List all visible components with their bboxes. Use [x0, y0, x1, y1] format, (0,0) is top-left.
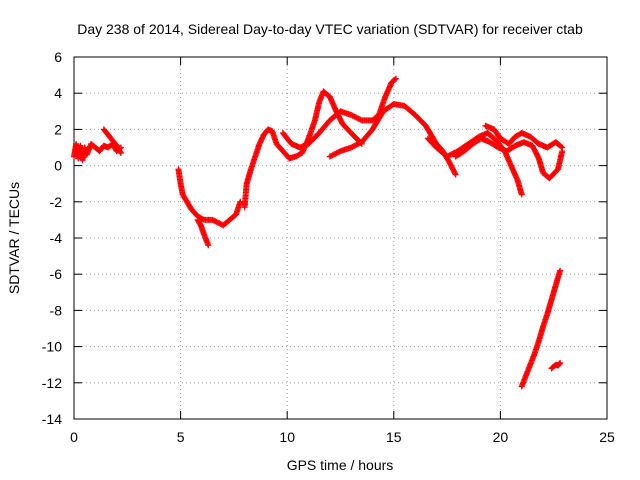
point-marker — [558, 143, 565, 150]
series-arc-3 — [175, 166, 244, 229]
plot-frame — [73, 56, 608, 420]
y-tick-label: 4 — [54, 85, 62, 101]
series-arc-9 — [452, 135, 566, 182]
x-tick-label: 25 — [599, 429, 615, 445]
series-arc-12 — [548, 359, 564, 372]
y-tick-label: 2 — [54, 121, 62, 137]
chart-title: Day 238 of 2014, Sidereal Day-to-day VTE… — [77, 21, 583, 37]
data-points — [71, 75, 566, 390]
data-point — [205, 242, 212, 249]
y-tick-label: -14 — [42, 411, 62, 427]
series-arc-2 — [100, 126, 124, 156]
x-tick-label: 10 — [279, 429, 295, 445]
x-tick-label: 0 — [70, 429, 78, 445]
series-arc-11 — [518, 267, 564, 390]
x-tick-label: 15 — [386, 429, 402, 445]
y-axis-label: SDTVAR / TECUs — [6, 182, 22, 294]
x-tick-label: 5 — [177, 429, 185, 445]
y-tick-labels: -14 -12 -10 -8 -6 -4 -2 0 2 4 6 — [42, 49, 62, 427]
point-marker — [336, 148, 343, 155]
data-point — [557, 267, 564, 274]
point-marker — [357, 116, 364, 123]
data-point — [392, 75, 399, 82]
series-arc-10 — [482, 122, 566, 151]
y-tick-label: -6 — [50, 266, 63, 282]
data-point — [518, 191, 525, 198]
point-marker — [199, 216, 206, 223]
series-arc-5 — [241, 88, 365, 211]
y-tick-label: -2 — [50, 194, 63, 210]
y-tick-label: -8 — [50, 302, 63, 318]
data-point — [559, 144, 566, 151]
series-arc-7 — [326, 101, 459, 178]
x-tick-label: 20 — [493, 429, 509, 445]
y-tick-label: -10 — [42, 339, 62, 355]
y-tick-label: 6 — [54, 49, 62, 65]
data-point — [117, 149, 124, 156]
series-arc-4 — [194, 216, 212, 249]
point-marker — [391, 76, 398, 83]
y-tick-label: 0 — [54, 158, 62, 174]
point-marker — [556, 360, 563, 367]
series-arc-6 — [279, 75, 399, 151]
y-tick-label: -12 — [42, 375, 62, 391]
data-point — [452, 171, 459, 178]
x-axis-label: GPS time / hours — [287, 457, 394, 473]
point-marker — [117, 148, 124, 155]
data-point — [557, 359, 564, 366]
x-tick-labels: 0 5 10 15 20 25 — [70, 429, 615, 445]
series-arc-1 — [71, 140, 124, 164]
y-tick-label: -4 — [50, 230, 63, 246]
